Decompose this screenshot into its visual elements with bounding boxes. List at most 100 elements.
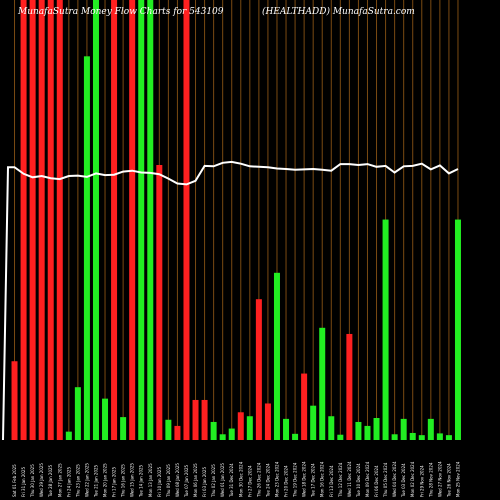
x-tick-label: Thu 26 Dec 2024 <box>256 462 261 498</box>
x-tick-label: Thu 30 Jan 2025 <box>30 464 35 498</box>
x-tick-label: Wed 08 Jan 2025 <box>175 463 180 497</box>
x-tick-label: Mon 13 Jan 2025 <box>148 463 153 497</box>
bar-tue-03-dec-2024 <box>400 418 407 440</box>
x-tick-label: Mon 20 Jan 2025 <box>103 463 108 497</box>
bar-tue-21-jan-2025 <box>92 0 99 440</box>
bar-tue-26-nov-2024 <box>445 435 452 440</box>
x-tick-label: Thu 02 Jan 2025 <box>211 464 216 498</box>
bar-fri-10-jan-2025 <box>156 165 163 440</box>
x-tick-label: Fri 27 Dec 2024 <box>247 465 252 497</box>
chart-title-left: MunafaSutra Money Flow Charts for 543109 <box>17 7 224 17</box>
bar-thu-09-jan-2025 <box>165 419 172 440</box>
bar-tue-28-jan-2025 <box>47 0 54 440</box>
x-tick-labels: Sat 01 Feb 2025 Fri 31 Jan 2025 Thu 30 Jan… <box>12 461 460 498</box>
bar-thu-02-jan-2025 <box>210 421 217 440</box>
bar-mon-25-nov-2024 <box>454 219 461 440</box>
bar-tue-31-dec-2024 <box>228 428 235 440</box>
x-tick-label: Thu 19 Dec 2024 <box>293 462 298 498</box>
bar-mon-16-dec-2024 <box>319 327 326 440</box>
x-tick-label: Tue 17 Dec 2024 <box>311 463 316 498</box>
bar-mon-02-dec-2024 <box>409 432 416 440</box>
bar-fri-13-dec-2024 <box>328 416 335 440</box>
bar-thu-23-jan-2025 <box>74 387 81 440</box>
x-tick-label: Tue 21 Jan 2025 <box>93 464 98 498</box>
x-tick-label: Mon 06 Jan 2025 <box>193 463 198 497</box>
x-tick-label: Wed 01 Jan 2025 <box>220 463 225 497</box>
bar-tue-14-jan-2025 <box>138 0 145 440</box>
x-tick-label: Fri 29 Nov 2024 <box>419 465 424 497</box>
x-tick-label: Mon 23 Dec 2024 <box>274 461 279 497</box>
bar-tue-10-dec-2024 <box>355 421 362 440</box>
bar-fri-17-jan-2025 <box>111 0 118 440</box>
bar-mon-06-jan-2025 <box>192 399 199 440</box>
x-tick-label: Mon 25 Nov 2024 <box>455 461 460 497</box>
x-tick-label: Mon 02 Dec 2024 <box>410 461 415 497</box>
bar-fri-06-dec-2024 <box>373 418 380 440</box>
bar-mon-13-jan-2025 <box>147 0 154 440</box>
x-tick-label: Wed 27 Nov 2024 <box>437 461 442 497</box>
x-tick-label: Sat 01 Feb 2025 <box>12 464 17 497</box>
bar-wed-01-jan-2025 <box>219 434 226 440</box>
bar-fri-27-dec-2024 <box>246 416 253 440</box>
bar-mon-27-jan-2025 <box>56 0 63 440</box>
bar-wed-11-dec-2024 <box>346 333 353 440</box>
x-tick-label: Wed 11 Dec 2024 <box>347 461 352 497</box>
bar-mon-20-jan-2025 <box>102 398 109 440</box>
bars <box>11 0 461 440</box>
x-tick-label: Mon 16 Dec 2024 <box>320 461 325 497</box>
bar-fri-24-jan-2025 <box>65 431 72 440</box>
bar-wed-04-dec-2024 <box>391 434 398 440</box>
bar-thu-05-dec-2024 <box>382 219 389 440</box>
x-tick-label: Thu 12 Dec 2024 <box>338 462 343 498</box>
bar-tue-24-dec-2024 <box>264 403 271 440</box>
x-tick-label: Mon 30 Dec 2024 <box>238 461 243 497</box>
bar-mon-09-dec-2024 <box>364 425 371 440</box>
bar-wed-18-dec-2024 <box>301 373 308 440</box>
x-tick-label: Wed 15 Jan 2025 <box>130 463 135 497</box>
x-tick-label: Fri 24 Jan 2025 <box>66 467 71 497</box>
bar-mon-30-dec-2024 <box>237 412 244 440</box>
x-tick-label: Fri 13 Dec 2024 <box>329 465 334 497</box>
bar-thu-26-dec-2024 <box>255 299 262 440</box>
bar-wed-15-jan-2025 <box>129 0 136 440</box>
x-tick-label: Fri 20 Dec 2024 <box>284 465 289 497</box>
x-tick-label: Fri 31 Jan 2025 <box>21 467 26 497</box>
bar-thu-16-jan-2025 <box>120 417 127 440</box>
x-tick-label: Tue 03 Dec 2024 <box>401 463 406 498</box>
x-tick-label: Tue 28 Jan 2025 <box>48 464 53 498</box>
x-tick-label: Fri 06 Dec 2024 <box>374 465 379 497</box>
x-tick-label: Tue 24 Dec 2024 <box>265 463 270 498</box>
x-tick-label: Tue 14 Jan 2025 <box>139 464 144 498</box>
x-tick-label: Mon 27 Jan 2025 <box>57 463 62 497</box>
bar-wed-29-jan-2025 <box>38 0 45 440</box>
x-tick-label: Thu 09 Jan 2025 <box>166 464 171 498</box>
x-tick-label: Tue 26 Nov 2024 <box>446 463 451 498</box>
bar-thu-30-jan-2025 <box>29 0 36 440</box>
bar-fri-20-dec-2024 <box>283 418 290 440</box>
x-tick-label: Tue 07 Jan 2025 <box>184 464 189 498</box>
bar-sat-01-feb-2025 <box>11 361 18 440</box>
bar-tue-07-jan-2025 <box>183 0 190 440</box>
bar-wed-22-jan-2025 <box>83 56 90 440</box>
bar-tue-17-dec-2024 <box>310 405 317 440</box>
x-tick-label: Wed 04 Dec 2024 <box>392 461 397 497</box>
x-tick-label: Fri 10 Jan 2025 <box>157 467 162 497</box>
x-tick-label: Tue 10 Dec 2024 <box>356 463 361 498</box>
money-flow-line <box>2 160 459 441</box>
chart-title-right: (HEALTHADD) MunafaSutra.com <box>262 6 415 17</box>
bar-wed-08-jan-2025 <box>174 425 181 440</box>
x-tick-label: Fri 17 Jan 2025 <box>112 467 117 497</box>
bar-wed-27-nov-2024 <box>436 433 443 440</box>
x-tick-label: Fri 03 Jan 2025 <box>202 467 207 497</box>
x-tick-label: Wed 18 Dec 2024 <box>302 461 307 497</box>
grid-lines <box>14 0 459 440</box>
x-tick-label: Thu 16 Jan 2025 <box>121 464 126 498</box>
bar-fri-03-jan-2025 <box>201 399 208 440</box>
x-tick-label: Thu 28 Nov 2024 <box>428 462 433 498</box>
x-tick-label: Thu 05 Dec 2024 <box>383 462 388 498</box>
x-tick-label: Thu 23 Jan 2025 <box>75 464 80 498</box>
x-tick-label: Tue 31 Dec 2024 <box>229 463 234 498</box>
bar-thu-28-nov-2024 <box>427 418 434 440</box>
